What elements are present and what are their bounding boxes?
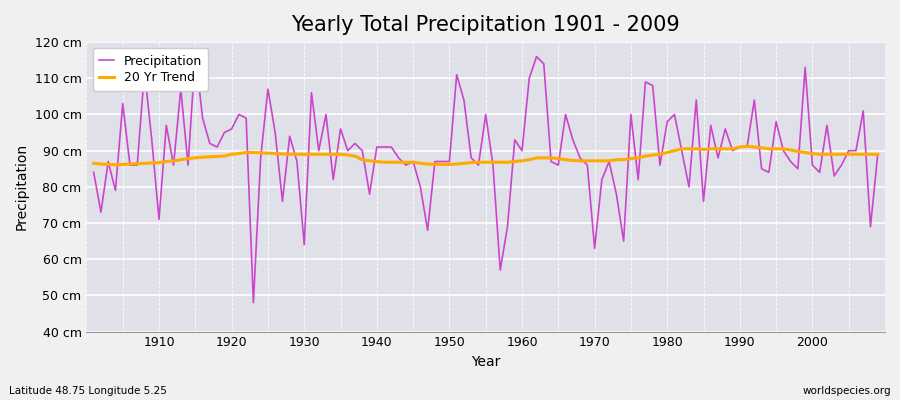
Legend: Precipitation, 20 Yr Trend: Precipitation, 20 Yr Trend — [93, 48, 209, 91]
Precipitation — [190, 50, 201, 55]
X-axis label: Year: Year — [471, 355, 500, 369]
20 Yr Trend — [872, 152, 883, 157]
20 Yr Trend — [154, 160, 165, 165]
Precipitation — [364, 192, 375, 196]
Line: 20 Yr Trend: 20 Yr Trend — [94, 146, 878, 165]
Precipitation — [248, 300, 259, 305]
Precipitation — [618, 239, 629, 244]
20 Yr Trend — [742, 144, 752, 149]
Precipitation — [147, 138, 158, 142]
20 Yr Trend — [524, 157, 535, 162]
Precipitation — [531, 54, 542, 59]
Precipitation — [524, 76, 535, 81]
Text: Latitude 48.75 Longitude 5.25: Latitude 48.75 Longitude 5.25 — [9, 386, 166, 396]
20 Yr Trend — [110, 162, 121, 167]
Precipitation — [88, 170, 99, 175]
20 Yr Trend — [357, 157, 368, 162]
Y-axis label: Precipitation: Precipitation — [15, 143, 29, 230]
Title: Yearly Total Precipitation 1901 - 2009: Yearly Total Precipitation 1901 - 2009 — [292, 15, 680, 35]
Line: Precipitation: Precipitation — [94, 53, 878, 303]
Precipitation — [320, 112, 331, 117]
Text: worldspecies.org: worldspecies.org — [803, 386, 891, 396]
20 Yr Trend — [611, 157, 622, 162]
20 Yr Trend — [88, 161, 99, 166]
20 Yr Trend — [517, 158, 527, 163]
20 Yr Trend — [313, 152, 324, 157]
Precipitation — [872, 152, 883, 157]
